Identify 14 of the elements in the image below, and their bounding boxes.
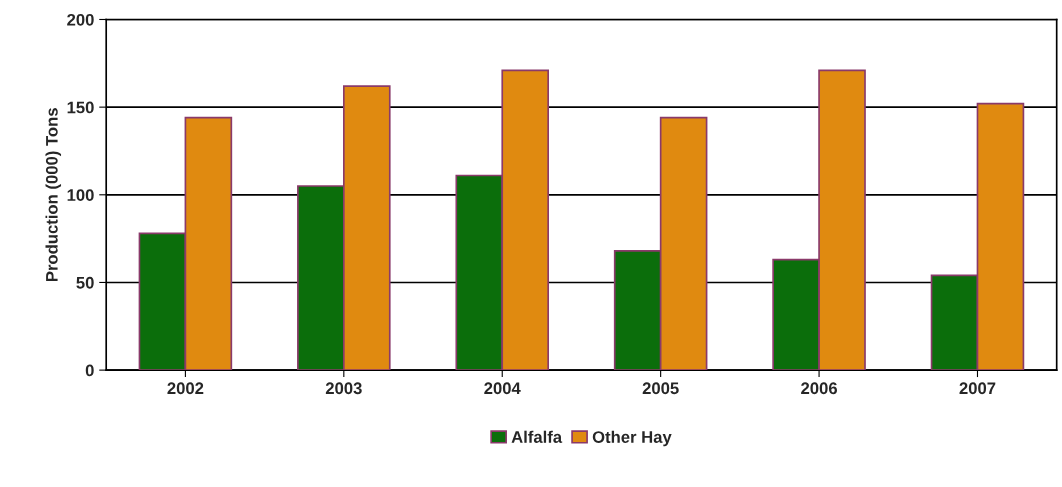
y-tick-label: 50 [76, 276, 94, 289]
y-tick-label: 100 [67, 189, 94, 201]
y-axis-title: Production (000) Tons [45, 108, 62, 282]
x-tick-label: 2002 [167, 382, 204, 395]
legend-label: Alfalfa [511, 430, 563, 443]
x-tick-label: 2005 [642, 382, 679, 395]
y-tick-label: 0 [85, 364, 94, 377]
x-tick-label: 2006 [801, 382, 838, 395]
y-tick-label: 200 [67, 13, 94, 26]
x-tick-label: 2003 [325, 382, 362, 395]
y-tick-label: 150 [67, 101, 94, 114]
x-tick-label: 2004 [484, 382, 521, 395]
x-tick-label: 2007 [959, 382, 996, 395]
legend-label: Other Hay [592, 430, 672, 447]
